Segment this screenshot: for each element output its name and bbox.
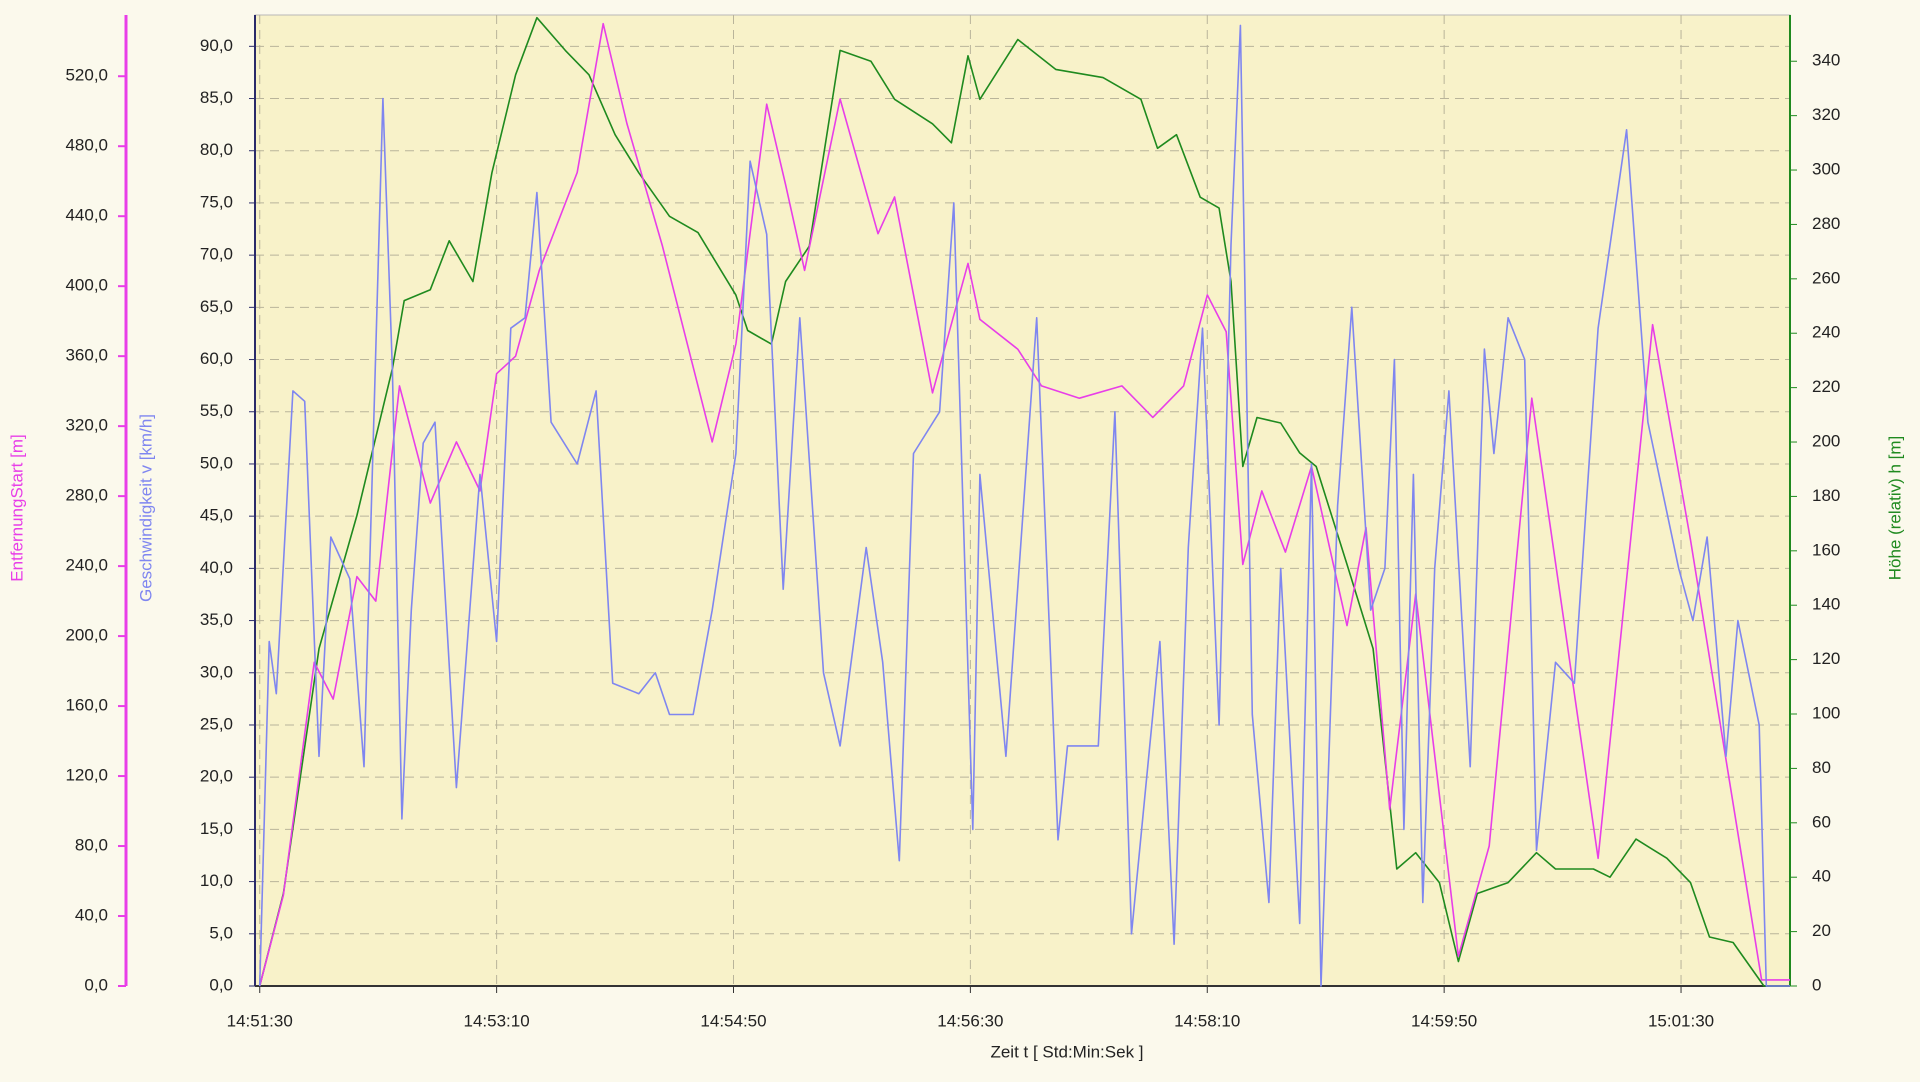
y3-tick-label: 360,0 (65, 346, 108, 365)
y-tick-label: 25,0 (200, 714, 233, 733)
x-tick-label: 14:58:10 (1174, 1011, 1240, 1030)
y2-tick-label: 260 (1812, 268, 1840, 287)
plot-area (254, 14, 1791, 987)
y-tick-label: 45,0 (200, 506, 233, 525)
y3-axis-title: EntfernungStart [m] (7, 434, 26, 581)
y3-tick-label: 480,0 (65, 136, 108, 155)
y3-tick-label: 160,0 (65, 696, 108, 715)
y3-tick-label: 440,0 (65, 206, 108, 225)
y-tick-label: 40,0 (200, 558, 233, 577)
y3-tick-label: 200,0 (65, 626, 108, 645)
y-tick-label: 90,0 (200, 36, 233, 55)
y-tick-label: 15,0 (200, 819, 233, 838)
y-tick-label: 30,0 (200, 662, 233, 681)
y2-tick-label: 60 (1812, 812, 1831, 831)
y-tick-label: 50,0 (200, 453, 233, 472)
y2-tick-label: 100 (1812, 703, 1840, 722)
y2-tick-label: 40 (1812, 867, 1831, 886)
y2-tick-label: 80 (1812, 758, 1831, 777)
y3-tick-label: 320,0 (65, 416, 108, 435)
x-tick-label: 14:51:30 (227, 1011, 293, 1030)
y-tick-label: 70,0 (200, 245, 233, 264)
y2-tick-label: 280 (1812, 214, 1840, 233)
x-axis-title: Zeit t [ Std:Min:Sek ] (990, 1042, 1143, 1061)
y3-tick-label: 280,0 (65, 486, 108, 505)
y3-tick-label: 40,0 (75, 906, 108, 925)
y2-tick-label: 320 (1812, 105, 1840, 124)
y3-tick-label: 80,0 (75, 836, 108, 855)
x-tick-label: 14:53:10 (464, 1011, 530, 1030)
y-tick-label: 60,0 (200, 349, 233, 368)
y-tick-label: 75,0 (200, 192, 233, 211)
y-tick-label: 5,0 (209, 923, 233, 942)
y-tick-label: 80,0 (200, 140, 233, 159)
y2-axis-title: Höhe (relativ) h [m] (1885, 436, 1904, 581)
y2-tick-label: 200 (1812, 432, 1840, 451)
x-tick-label: 15:01:30 (1648, 1011, 1714, 1030)
data-line (258, 24, 1790, 987)
x-tick-label: 14:59:50 (1411, 1011, 1477, 1030)
y2-tick-label: 140 (1812, 595, 1840, 614)
y2-tick-label: 340 (1812, 51, 1840, 70)
y-tick-label: 65,0 (200, 297, 233, 316)
y3-tick-label: 0,0 (84, 975, 108, 994)
y-axis-title: Geschwindigkeit v [km/h] (136, 414, 155, 602)
y2-tick-label: 220 (1812, 377, 1840, 396)
y2-tick-label: 240 (1812, 323, 1840, 342)
y2-tick-label: 180 (1812, 486, 1840, 505)
y3-tick-label: 520,0 (65, 66, 108, 85)
y2-tick-label: 20 (1812, 921, 1831, 940)
y2-tick-label: 300 (1812, 160, 1840, 179)
y2-tick-label: 0 (1812, 975, 1821, 994)
y3-tick-label: 240,0 (65, 556, 108, 575)
y-tick-label: 20,0 (200, 767, 233, 786)
y2-tick-label: 160 (1812, 540, 1840, 559)
data-line (258, 16, 1790, 987)
y-tick-label: 55,0 (200, 401, 233, 420)
y3-tick-label: 400,0 (65, 276, 108, 295)
x-tick-label: 14:56:30 (937, 1011, 1003, 1030)
data-line (258, 22, 1790, 987)
y3-tick-label: 120,0 (65, 766, 108, 785)
y-tick-label: 10,0 (200, 871, 233, 890)
y-tick-label: 85,0 (200, 88, 233, 107)
x-tick-label: 14:54:50 (700, 1011, 766, 1030)
y-tick-label: 0,0 (209, 975, 233, 994)
y2-tick-label: 120 (1812, 649, 1840, 668)
y-tick-label: 35,0 (200, 610, 233, 629)
